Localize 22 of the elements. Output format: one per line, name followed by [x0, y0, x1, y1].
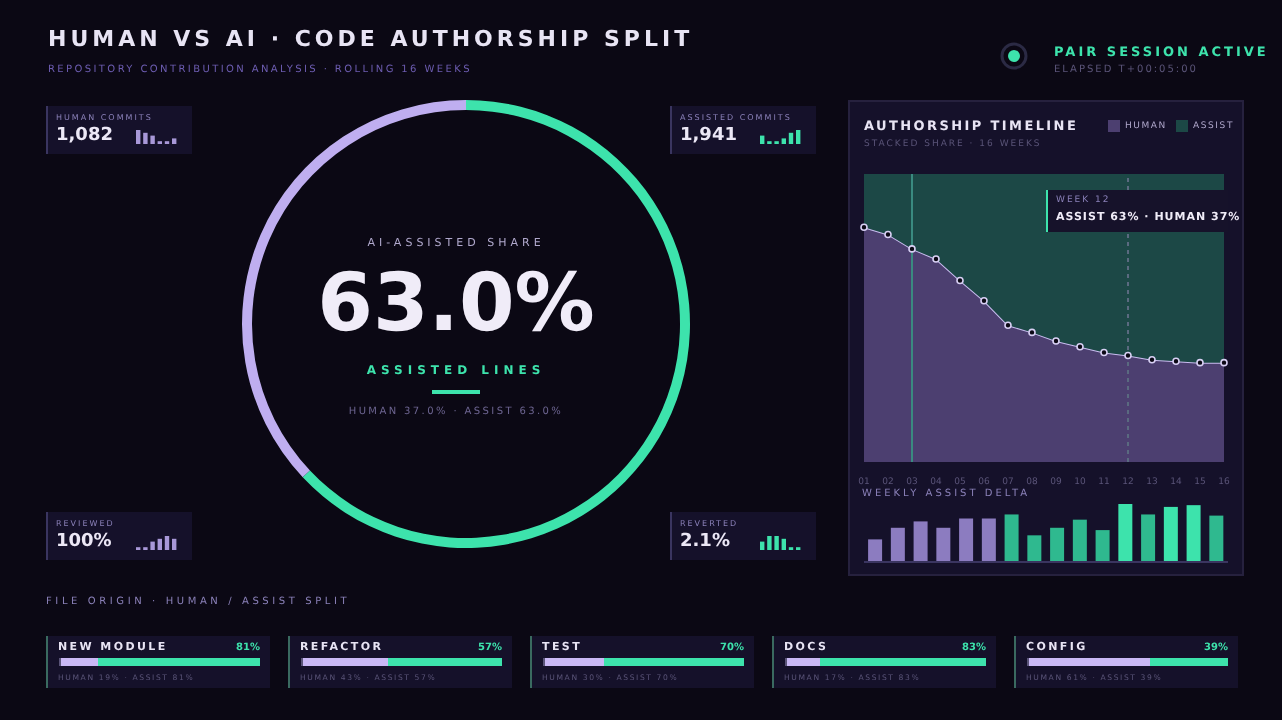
bar [1027, 535, 1042, 562]
text: 2.1% [680, 532, 730, 552]
bar [868, 539, 883, 562]
text: 1,082 [56, 126, 113, 146]
bar [890, 527, 905, 562]
bar [1004, 514, 1019, 562]
bar [1141, 514, 1156, 562]
bar [1118, 504, 1133, 562]
bar [1209, 515, 1224, 562]
bar [1072, 519, 1087, 562]
text: 100% [56, 532, 112, 552]
bar [959, 518, 974, 562]
bar [1186, 505, 1201, 562]
text: 63.0% [317, 258, 595, 350]
bar [981, 518, 996, 562]
bar [1050, 527, 1065, 562]
bar [913, 521, 928, 562]
text: 1,941 [680, 126, 737, 146]
bar [1163, 506, 1178, 562]
text: HUMAN VS AI · CODE AUTHORSHIP SPLIT [48, 26, 694, 52]
bar [1095, 530, 1110, 562]
bar [936, 527, 951, 562]
